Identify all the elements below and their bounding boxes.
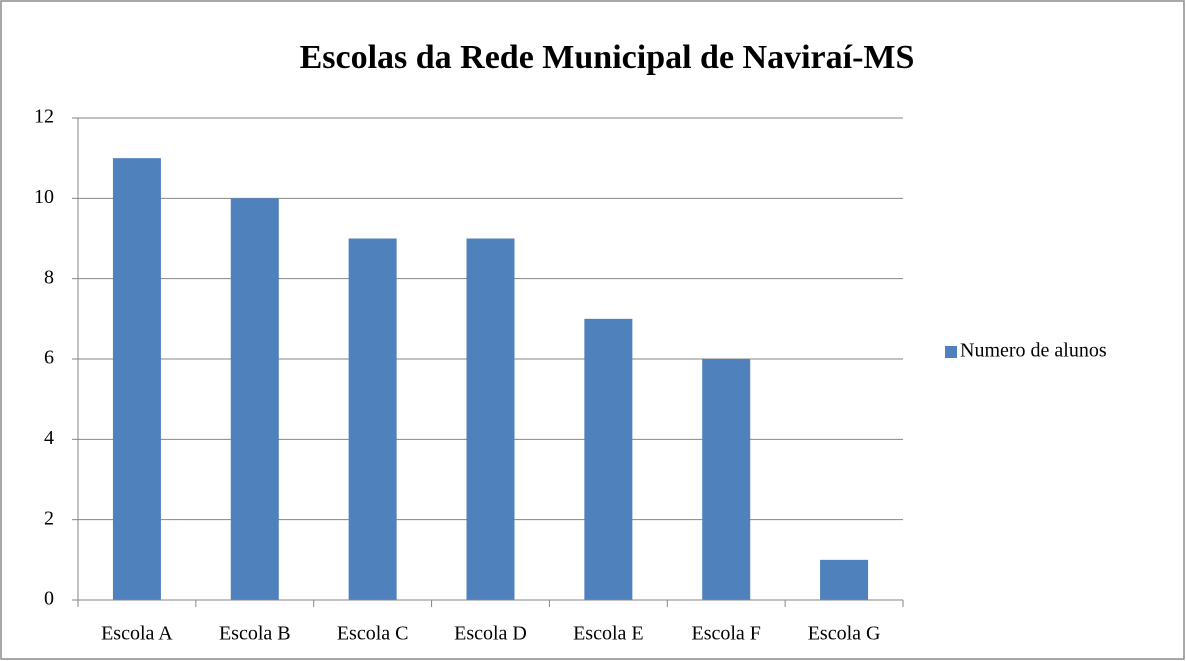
y-tick-label: 4 [44,427,54,449]
y-tick-label: 12 [34,106,54,128]
y-tick-label: 2 [44,507,54,529]
bar [466,238,515,600]
x-tick-label: Escola G [808,623,881,645]
bar [702,359,751,600]
bar [230,198,279,601]
x-tick-label: Escola C [337,623,409,645]
y-tick-label: 6 [44,347,54,369]
y-tick-label: 0 [44,588,54,610]
y-tick-label: 10 [34,186,54,208]
x-tick-label: Escola D [454,623,527,645]
bar [112,158,161,600]
legend-swatch [945,346,957,358]
bar [820,559,869,600]
x-tick-label: Escola A [101,623,173,645]
legend-label: Numero de alunos [960,340,1107,362]
x-tick-label: Escola B [219,623,291,645]
x-tick-label: Escola E [573,623,644,645]
bar [348,238,397,600]
bar [584,318,633,600]
x-tick-label: Escola F [691,623,760,645]
y-tick-label: 8 [44,266,54,288]
chart-title: Escolas da Rede Municipal de Naviraí-MS [300,39,915,76]
